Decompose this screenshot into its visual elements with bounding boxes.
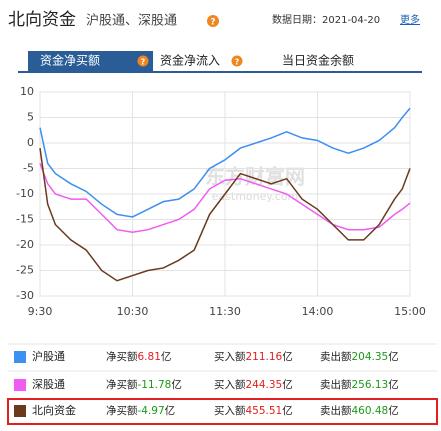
cell-value: 460.48 <box>352 405 389 417</box>
series-line <box>39 107 411 218</box>
tab[interactable]: 资金净流入 <box>160 53 220 68</box>
y-tick-label: -30 <box>16 289 34 302</box>
cell-value: 6.81 <box>138 351 161 363</box>
help-icon-text: ? <box>235 58 240 67</box>
y-tick-label: -5 <box>23 162 34 175</box>
date-value: 2021-04-20 <box>322 15 380 26</box>
cell-unit: 亿 <box>282 350 293 363</box>
cell-unit: 亿 <box>388 404 399 417</box>
cell-label: 净买额 <box>106 404 138 417</box>
legend-cell: 净买额-4.97亿 <box>106 404 175 417</box>
date: 数据日期：2021-04-20 <box>272 13 380 26</box>
cell-label: 买入额 <box>214 350 246 363</box>
legend-cell: 买入额455.51亿 <box>214 404 293 417</box>
cell-label: 买入额 <box>214 404 246 417</box>
cell-value: -11.78 <box>138 379 172 391</box>
legend-cell: 买入额244.35亿 <box>214 378 293 391</box>
cell-value: 204.35 <box>352 351 389 363</box>
y-tick-label: 10 <box>20 85 34 98</box>
help-icon[interactable] <box>137 55 149 67</box>
cell-value: 455.51 <box>246 405 283 417</box>
cell-label: 净买额 <box>106 350 138 363</box>
cell-unit: 亿 <box>282 378 293 391</box>
tab-selected[interactable] <box>28 51 153 71</box>
series-line <box>39 163 411 234</box>
x-tick-label: 10:30 <box>117 305 149 318</box>
cell-unit: 亿 <box>171 378 182 391</box>
cell-value: 244.35 <box>246 379 283 391</box>
help-icon-text: ? <box>141 58 146 67</box>
y-tick-label: -10 <box>16 187 34 200</box>
cell-value: -4.97 <box>138 405 165 417</box>
legend-swatch <box>14 351 26 363</box>
cell-unit: 亿 <box>165 404 176 417</box>
legend-cell: 卖出额256.13亿 <box>320 378 399 391</box>
help-icon[interactable] <box>207 15 219 27</box>
x-tick-label: 11:30 <box>209 305 241 318</box>
legend-cell: 卖出额460.48亿 <box>320 404 399 417</box>
legend-cell: 卖出额204.35亿 <box>320 350 399 363</box>
more-link[interactable]: 更多 <box>400 13 420 26</box>
x-tick-label: 9:30 <box>28 305 53 318</box>
help-icon-text: ? <box>210 18 215 28</box>
cell-value: 256.13 <box>352 379 389 391</box>
cell-unit: 亿 <box>161 350 172 363</box>
legend-swatch <box>14 379 26 391</box>
cell-value: 211.16 <box>246 351 283 363</box>
cell-unit: 亿 <box>282 404 293 417</box>
tab[interactable]: 当日资金余额 <box>282 53 354 68</box>
y-tick-label: -25 <box>16 264 34 277</box>
legend-name: 北向资金 <box>32 403 76 417</box>
y-tick-label: 0 <box>27 136 34 149</box>
title: 北向资金 <box>8 10 76 30</box>
date-label: 数据日期： <box>272 13 322 26</box>
help-icon[interactable] <box>231 55 243 67</box>
x-tick-label: 15:00 <box>394 305 426 318</box>
x-tick-label: 14:00 <box>302 305 334 318</box>
cell-label: 买入额 <box>214 378 246 391</box>
y-tick-label: 5 <box>27 111 34 124</box>
cell-label: 净买额 <box>106 378 138 391</box>
legend-cell: 净买额-11.78亿 <box>106 378 182 391</box>
cell-unit: 亿 <box>388 350 399 363</box>
legend-swatch <box>14 405 26 417</box>
tab[interactable]: 资金净买额 <box>40 53 100 68</box>
cell-unit: 亿 <box>388 378 399 391</box>
y-tick-label: -15 <box>16 213 34 226</box>
highlight-box <box>7 398 438 425</box>
cell-label: 卖出额 <box>320 350 352 363</box>
watermark: eastmoney.com <box>212 190 299 203</box>
cell-label: 卖出额 <box>320 378 352 391</box>
legend-cell: 买入额211.16亿 <box>214 350 293 363</box>
legend-name: 沪股通 <box>32 349 65 363</box>
legend-cell: 净买额6.81亿 <box>106 350 171 363</box>
y-tick-label: -20 <box>16 238 34 251</box>
legend-name: 深股通 <box>32 378 65 391</box>
series-line <box>39 147 411 282</box>
subtitle: 沪股通、深股通 <box>86 13 177 29</box>
cell-label: 卖出额 <box>320 404 352 417</box>
